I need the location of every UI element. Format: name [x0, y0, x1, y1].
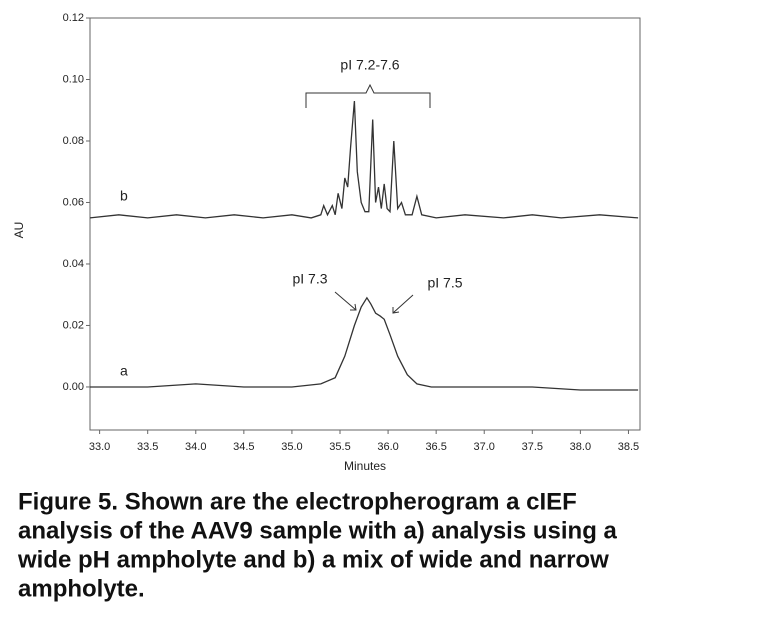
caption-line: analysis of the AAV9 sample with a) anal… [18, 517, 618, 544]
series-label: b [120, 188, 128, 204]
x-tick-label: 35.0 [281, 441, 302, 453]
y-tick-label: 0.04 [63, 258, 84, 270]
x-tick-label: 36.5 [425, 441, 446, 453]
annotation: pI 7.2-7.6 [340, 57, 399, 73]
x-tick-label: 33.5 [137, 441, 158, 453]
y-tick-label: 0.10 [63, 73, 84, 85]
arrow [392, 294, 414, 314]
series-line [90, 296, 639, 391]
y-tick-label: 0.00 [63, 381, 84, 393]
arrow [334, 291, 357, 311]
y-axis-label: AU [12, 222, 26, 239]
caption-line: Figure 5. Shown are the electropherogram… [18, 488, 577, 515]
x-tick-label: 34.5 [233, 441, 254, 453]
plot-frame [89, 17, 641, 431]
annotation: pI 7.3 [292, 271, 327, 287]
x-tick-label: 33.0 [89, 441, 110, 453]
caption-line: ampholyte. [18, 575, 145, 602]
y-tick-label: 0.02 [63, 319, 84, 331]
y-tick-label: 0.12 [63, 12, 84, 24]
x-tick-label: 37.5 [522, 441, 543, 453]
y-tick-label: 0.08 [63, 135, 84, 147]
x-tick-label: 38.0 [570, 441, 591, 453]
x-tick-label: 35.5 [329, 441, 350, 453]
x-tick-label: 36.0 [377, 441, 398, 453]
series-label: a [120, 363, 128, 379]
bracket [305, 83, 431, 108]
x-tick-label: 38.5 [618, 441, 639, 453]
x-axis-label: Minutes [344, 459, 386, 473]
x-tick-label: 37.0 [474, 441, 495, 453]
x-tick-label: 34.0 [185, 441, 206, 453]
series-line [89, 100, 639, 219]
caption-line: wide pH ampholyte and b) a mix of wide a… [17, 546, 609, 573]
annotation: pI 7.5 [427, 275, 462, 291]
y-tick-label: 0.06 [63, 196, 84, 208]
